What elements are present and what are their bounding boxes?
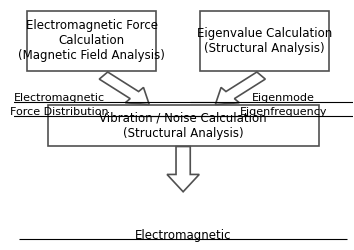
Polygon shape — [99, 72, 149, 104]
Polygon shape — [215, 72, 265, 104]
Text: Eigenmode: Eigenmode — [252, 93, 315, 103]
FancyBboxPatch shape — [200, 11, 329, 70]
FancyBboxPatch shape — [47, 105, 319, 146]
Polygon shape — [167, 146, 199, 192]
FancyBboxPatch shape — [27, 11, 156, 70]
Text: Electromagnetic: Electromagnetic — [14, 93, 105, 103]
Text: Vibration / Noise Calculation
(Structural Analysis): Vibration / Noise Calculation (Structura… — [99, 112, 267, 140]
Text: Electromagnetic Force
Calculation
(Magnetic Field Analysis): Electromagnetic Force Calculation (Magne… — [18, 20, 165, 62]
Text: Electromagnetic: Electromagnetic — [135, 228, 232, 241]
Text: Eigenfrequency: Eigenfrequency — [239, 107, 327, 117]
Text: Force Distribution: Force Distribution — [10, 107, 109, 117]
Text: Eigenvalue Calculation
(Structural Analysis): Eigenvalue Calculation (Structural Analy… — [197, 27, 332, 55]
